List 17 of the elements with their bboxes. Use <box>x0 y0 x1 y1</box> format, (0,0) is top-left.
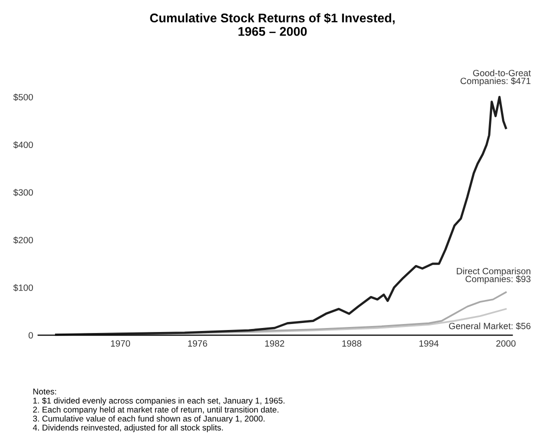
text: Direct Comparison Companies: $93 <box>456 268 530 284</box>
y-tick-label: 0 <box>28 332 33 339</box>
series-label: General Market: $56 <box>449 322 530 330</box>
y-tick-label: $500 <box>13 94 33 101</box>
text: Notes: 1. $1 divided evenly across companies in each set, January 1, 1965. 2. Each company held at market rate of return, until transition date. 3. Cumulative value of each fund shown as of January 1, 2000. 4. Dividends reinvested, adjusted for all stock splits. <box>32 388 284 432</box>
x-tick-label: 1970 <box>111 340 130 347</box>
x-tick-label: 1988 <box>342 340 362 347</box>
x-tick-label: 1994 <box>419 340 439 347</box>
x-tick-label: 1976 <box>188 340 208 347</box>
y-tick-label: $400 <box>13 141 33 149</box>
chart-title: Cumulative Stock Returns of $1 Invested, 1965 – 2000 <box>150 13 395 36</box>
x-tick-label: 2000 <box>496 340 516 347</box>
y-tick-label: $300 <box>13 188 33 196</box>
y-tick-label: $100 <box>13 284 33 292</box>
x-tick-label: 1982 <box>265 340 284 347</box>
text: Good-to-Great Companies: $471 <box>460 70 531 86</box>
y-tick-label: $200 <box>13 236 33 244</box>
